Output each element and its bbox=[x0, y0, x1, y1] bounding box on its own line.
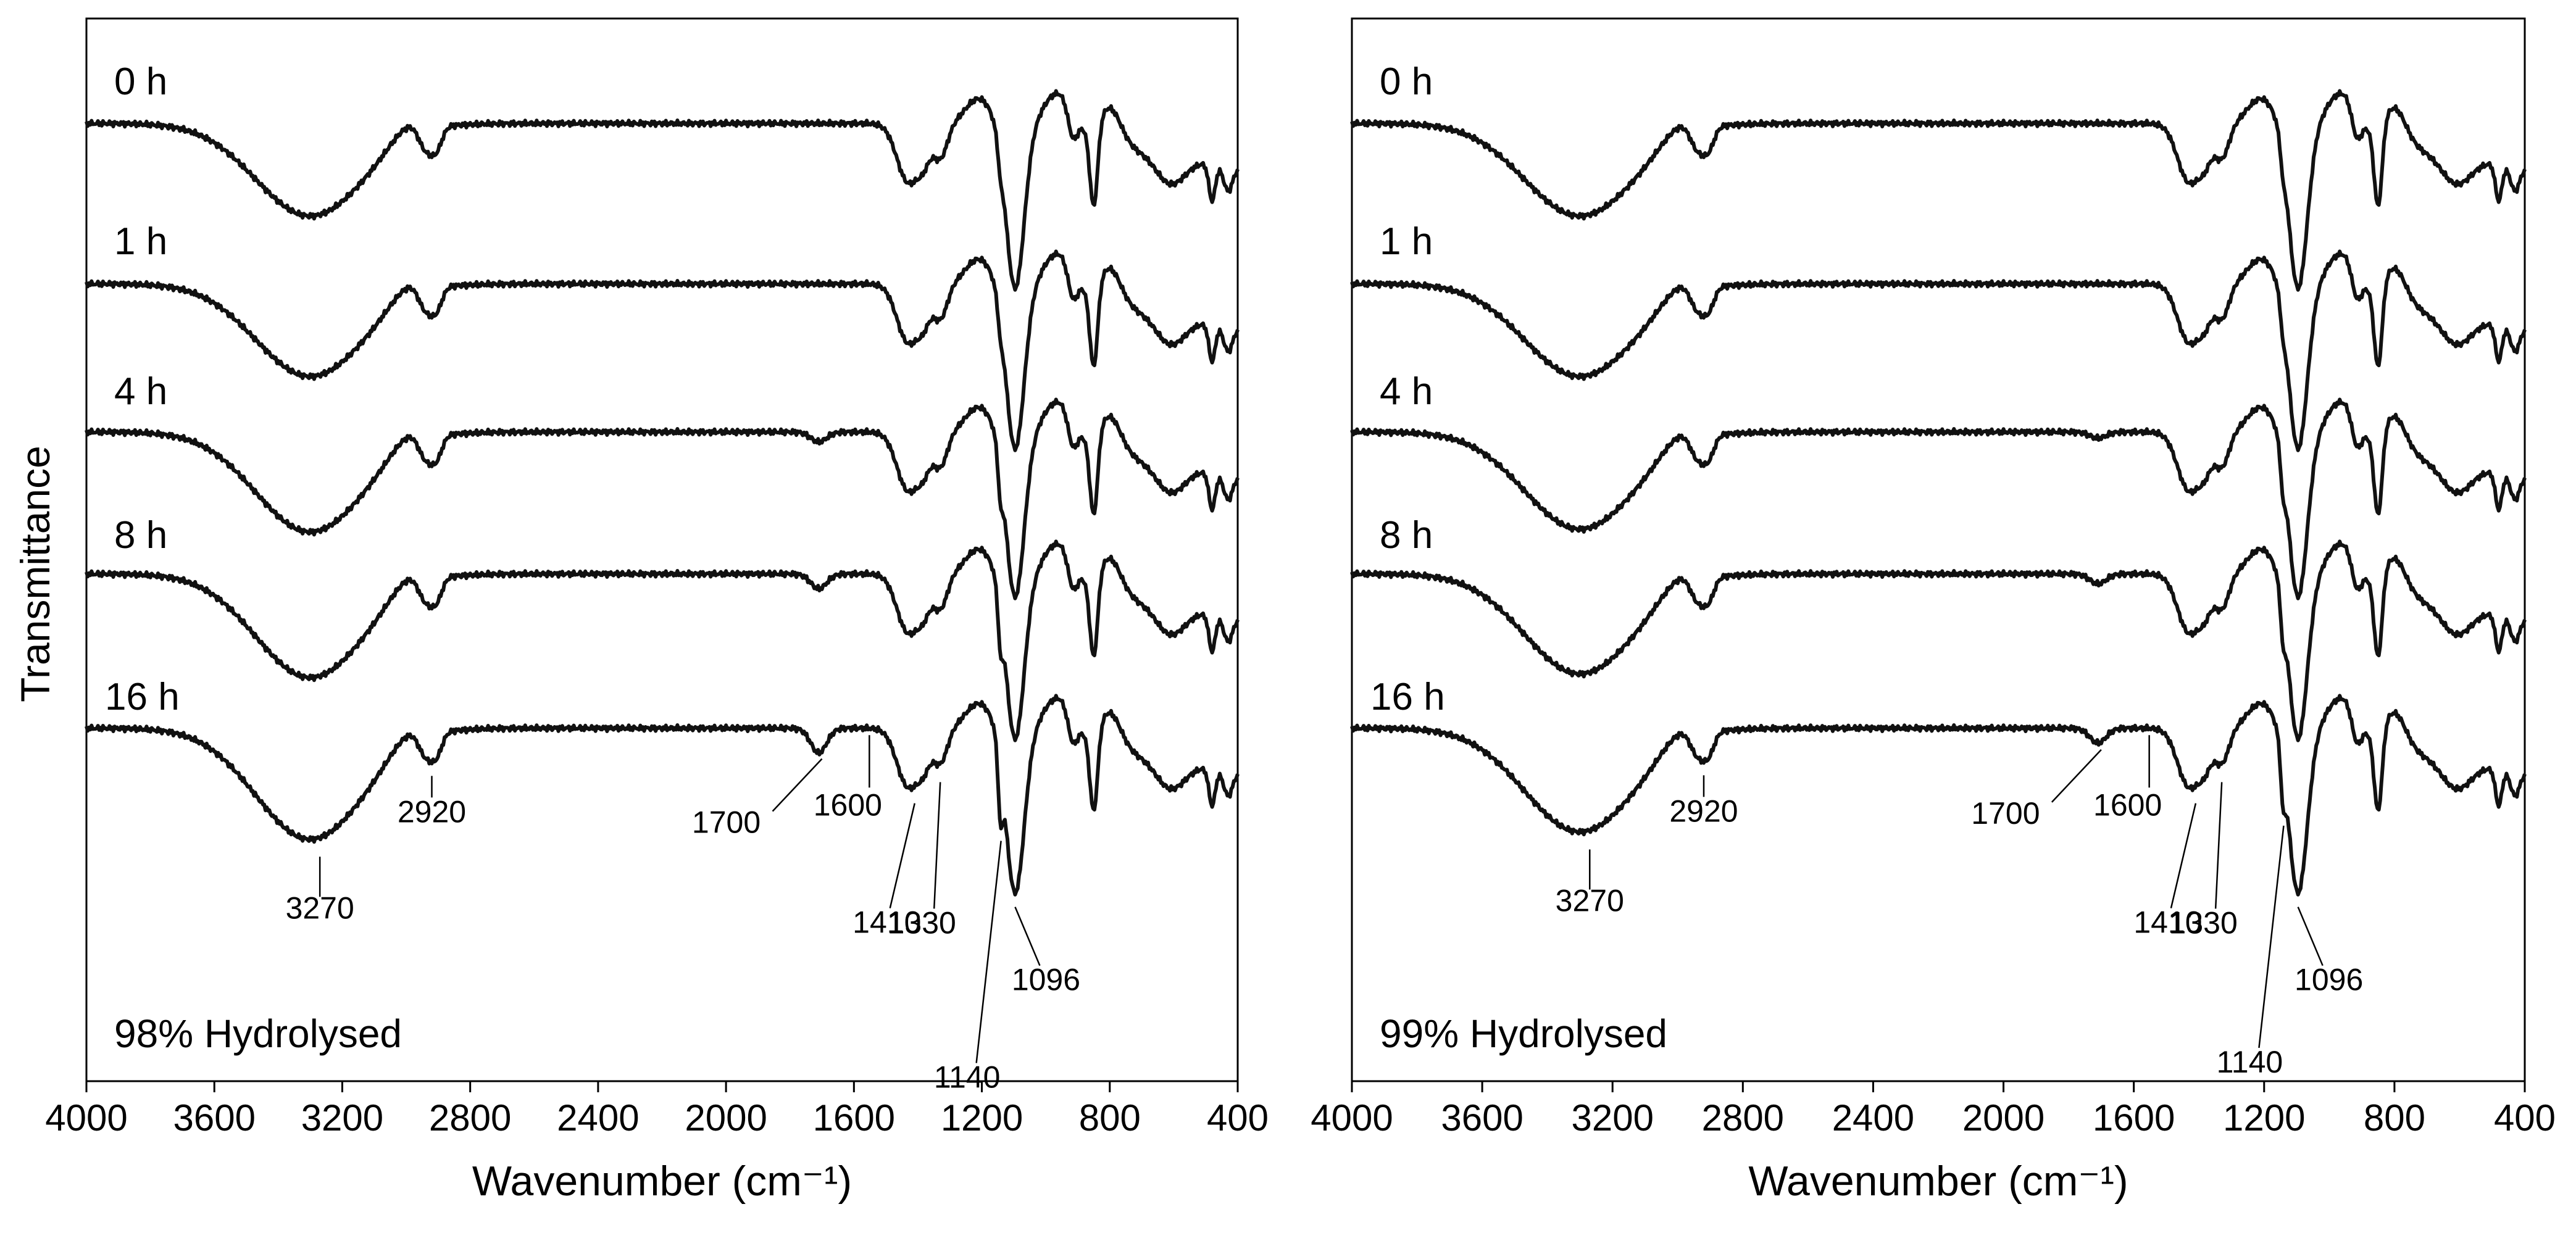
annotation-label-right-1600: 1600 bbox=[2093, 787, 2162, 822]
series-line-right-4h bbox=[1350, 397, 2527, 600]
x-axis-label-left: Wavenumber (cm⁻¹) bbox=[472, 1158, 852, 1205]
series-label-left-16h: 16 h bbox=[105, 676, 180, 718]
annotation-label-left-1330: 1330 bbox=[888, 905, 956, 940]
annotation-line-left-1140 bbox=[975, 840, 1002, 1063]
annotation-label-left-3270: 3270 bbox=[286, 890, 354, 925]
annotation-line-right-1410 bbox=[2170, 803, 2197, 908]
x-tick-label-right-3600: 3600 bbox=[1441, 1097, 1523, 1139]
series-line-left-1h bbox=[85, 249, 1240, 452]
series-line-right-1h bbox=[1350, 249, 2527, 452]
y-axis-label: Transmittance bbox=[12, 446, 58, 702]
series-line-right-0h bbox=[1350, 89, 2527, 292]
annotation-label-left-2920: 2920 bbox=[398, 794, 466, 829]
x-axis-label-right: Wavenumber (cm⁻¹) bbox=[1748, 1158, 2128, 1205]
series-label-right-16h: 16 h bbox=[1370, 676, 1445, 718]
x-tick-label-left-4000: 4000 bbox=[45, 1097, 127, 1139]
annotation-label-right-1700: 1700 bbox=[1971, 796, 2040, 831]
x-tick-label-right-3200: 3200 bbox=[1571, 1097, 1653, 1139]
x-tick-label-left-3200: 3200 bbox=[301, 1097, 383, 1139]
annotation-label-right-2920: 2920 bbox=[1669, 794, 1738, 828]
annotation-label-left-1700: 1700 bbox=[692, 805, 761, 840]
x-tick-label-left-2000: 2000 bbox=[685, 1097, 767, 1139]
series-line-left-16h bbox=[85, 694, 1240, 897]
series-label-left-0h: 0 h bbox=[114, 60, 167, 103]
series-line-left-8h bbox=[85, 539, 1240, 742]
x-tick-label-left-2400: 2400 bbox=[557, 1097, 639, 1139]
annotation-label-left-1140: 1140 bbox=[934, 1060, 1001, 1095]
x-tick-label-right-2000: 2000 bbox=[1962, 1097, 2045, 1139]
x-tick-label-right-2800: 2800 bbox=[1702, 1097, 1784, 1139]
series-line-left-0h bbox=[85, 89, 1240, 292]
series-label-left-8h: 8 h bbox=[114, 514, 167, 557]
annotation-line-left-1700 bbox=[772, 758, 823, 812]
annotation-line-right-1096 bbox=[2297, 907, 2324, 966]
series-label-right-0h: 0 h bbox=[1380, 60, 1433, 103]
annotation-line-right-1330 bbox=[2214, 782, 2223, 909]
series-label-right-8h: 8 h bbox=[1380, 514, 1433, 557]
x-tick-label-left-800: 800 bbox=[1079, 1097, 1141, 1139]
x-tick-label-right-1200: 1200 bbox=[2223, 1097, 2305, 1139]
series-line-right-8h bbox=[1350, 539, 2527, 742]
series-label-right-1h: 1 h bbox=[1380, 220, 1433, 263]
annotation-label-left-1600: 1600 bbox=[814, 787, 882, 822]
x-tick-label-right-1600: 1600 bbox=[2093, 1097, 2175, 1139]
annotation-label-right-1096: 1096 bbox=[2295, 963, 2363, 997]
series-line-left-4h bbox=[85, 397, 1240, 600]
series-label-right-4h: 4 h bbox=[1380, 370, 1433, 413]
x-tick-label-right-2400: 2400 bbox=[1832, 1097, 1914, 1139]
annotation-label-right-1330: 1330 bbox=[2169, 905, 2238, 940]
x-tick-label-right-4000: 4000 bbox=[1311, 1097, 1393, 1139]
annotation-label-right-3270: 3270 bbox=[1556, 883, 1624, 918]
plot-frame-left bbox=[85, 17, 1239, 1082]
series-label-left-4h: 4 h bbox=[114, 370, 167, 413]
x-tick-label-left-400: 400 bbox=[1207, 1097, 1269, 1139]
annotation-label-right-1410: 1410 bbox=[2133, 905, 2202, 940]
annotation-line-right-1140 bbox=[2258, 825, 2285, 1048]
x-tick-label-left-3600: 3600 bbox=[173, 1097, 255, 1139]
plot-frame-right bbox=[1351, 17, 2526, 1082]
panel-title-left: 98% Hydrolysed bbox=[114, 1011, 402, 1056]
series-line-right-16h bbox=[1350, 694, 2527, 897]
annotation-label-right-1140: 1140 bbox=[2217, 1045, 2283, 1079]
annotation-line-right-1700 bbox=[2051, 749, 2102, 803]
annotation-line-left-1330 bbox=[933, 782, 941, 909]
x-tick-label-right-800: 800 bbox=[2364, 1097, 2425, 1139]
x-tick-label-left-1600: 1600 bbox=[813, 1097, 895, 1139]
annotation-line-left-1096 bbox=[1014, 907, 1041, 966]
series-label-left-1h: 1 h bbox=[114, 220, 167, 263]
annotation-line-left-1410 bbox=[889, 803, 915, 908]
annotation-label-left-1096: 1096 bbox=[1012, 963, 1080, 997]
panel-title-right: 99% Hydrolysed bbox=[1380, 1011, 1667, 1056]
x-tick-label-right-400: 400 bbox=[2494, 1097, 2556, 1139]
x-tick-label-left-2800: 2800 bbox=[429, 1097, 511, 1139]
annotation-label-left-1410: 1410 bbox=[852, 905, 921, 940]
x-tick-label-left-1200: 1200 bbox=[941, 1097, 1023, 1139]
